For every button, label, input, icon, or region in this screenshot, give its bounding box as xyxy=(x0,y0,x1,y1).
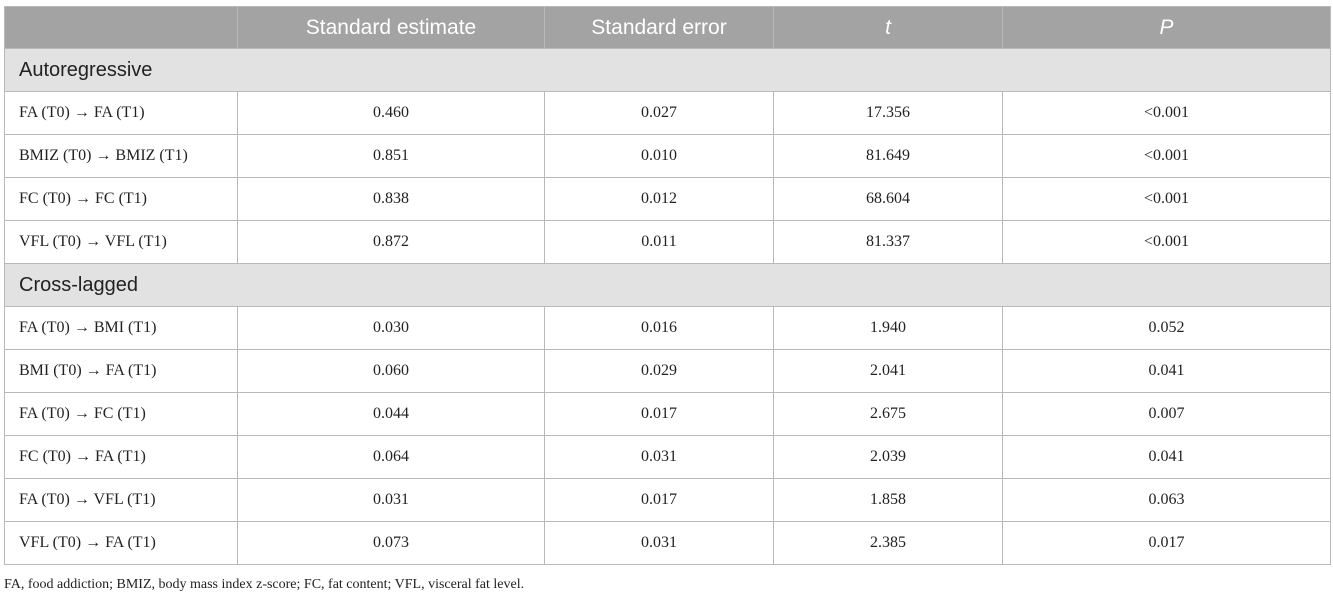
cell-standard-estimate: 0.060 xyxy=(237,349,545,393)
cell-p: 0.041 xyxy=(1002,349,1331,393)
cell-label: VFL (T0) → FA (T1) xyxy=(4,521,238,565)
section-title: Cross-lagged xyxy=(4,263,1331,307)
cell-t: 81.649 xyxy=(773,134,1003,178)
cell-standard-estimate: 0.838 xyxy=(237,177,545,221)
cell-standard-estimate: 0.044 xyxy=(237,392,545,436)
table-row: VFL (T0) → VFL (T1) 0.872 0.011 81.337 <0.00… xyxy=(4,220,1331,264)
section-row: Cross-lagged xyxy=(4,263,1331,307)
cell-t: 1.858 xyxy=(773,478,1003,522)
cell-label: FA (T0) → FC (T1) xyxy=(4,392,238,436)
cell-t: 68.604 xyxy=(773,177,1003,221)
cell-label: BMIZ (T0) → BMIZ (T1) xyxy=(4,134,238,178)
cell-t: 1.940 xyxy=(773,306,1003,350)
header-cell-standard-estimate: Standard estimate xyxy=(237,6,545,49)
cell-standard-estimate: 0.073 xyxy=(237,521,545,565)
table-row: FA (T0) → FC (T1) 0.044 0.017 2.675 0.007 xyxy=(4,392,1331,436)
cell-p: 0.041 xyxy=(1002,435,1331,479)
cell-standard-error: 0.011 xyxy=(544,220,774,264)
cell-p: 0.017 xyxy=(1002,521,1331,565)
section-row: Autoregressive xyxy=(4,48,1331,92)
section-title: Autoregressive xyxy=(4,48,1331,92)
table-row: FA (T0) → VFL (T1) 0.031 0.017 1.858 0.063 xyxy=(4,478,1331,522)
table-row: FA (T0) → BMI (T1) 0.030 0.016 1.940 0.052 xyxy=(4,306,1331,350)
cell-standard-error: 0.017 xyxy=(544,392,774,436)
cell-label: FA (T0) → VFL (T1) xyxy=(4,478,238,522)
cell-p: 0.052 xyxy=(1002,306,1331,350)
cell-standard-estimate: 0.030 xyxy=(237,306,545,350)
cell-label: FA (T0) → BMI (T1) xyxy=(4,306,238,350)
cell-standard-error: 0.031 xyxy=(544,521,774,565)
header-cell-standard-error: Standard error xyxy=(544,6,774,49)
cell-t: 17.356 xyxy=(773,91,1003,135)
cell-p: 0.007 xyxy=(1002,392,1331,436)
cell-t: 2.675 xyxy=(773,392,1003,436)
table-row: VFL (T0) → FA (T1) 0.073 0.031 2.385 0.017 xyxy=(4,521,1331,565)
table-footnote: FA, food addiction; BMIZ, body mass inde… xyxy=(4,577,525,592)
cell-p: <0.001 xyxy=(1002,134,1331,178)
cell-standard-estimate: 0.460 xyxy=(237,91,545,135)
cell-label: VFL (T0) → VFL (T1) xyxy=(4,220,238,264)
header-cell-t: t xyxy=(773,6,1003,49)
results-table: Standard estimate Standard error t P Aut… xyxy=(4,6,1331,565)
cell-label: FC (T0) → FA (T1) xyxy=(4,435,238,479)
cell-standard-estimate: 0.851 xyxy=(237,134,545,178)
cell-standard-error: 0.012 xyxy=(544,177,774,221)
cell-standard-error: 0.027 xyxy=(544,91,774,135)
table-row: BMIZ (T0) → BMIZ (T1) 0.851 0.010 81.649 <0.… xyxy=(4,134,1331,178)
table-row: BMI (T0) → FA (T1) 0.060 0.029 2.041 0.041 xyxy=(4,349,1331,393)
cell-p: <0.001 xyxy=(1002,91,1331,135)
cell-p: <0.001 xyxy=(1002,177,1331,221)
cell-standard-error: 0.016 xyxy=(544,306,774,350)
cell-standard-error: 0.017 xyxy=(544,478,774,522)
cell-t: 2.385 xyxy=(773,521,1003,565)
cell-p: 0.063 xyxy=(1002,478,1331,522)
header-cell-p: P xyxy=(1002,6,1331,49)
header-cell-blank xyxy=(4,6,238,49)
cell-standard-error: 0.010 xyxy=(544,134,774,178)
cell-standard-error: 0.029 xyxy=(544,349,774,393)
cell-label: FA (T0) → FA (T1) xyxy=(4,91,238,135)
cell-p: <0.001 xyxy=(1002,220,1331,264)
table-row: FC (T0) → FC (T1) 0.838 0.012 68.604 <0.001 xyxy=(4,177,1331,221)
cell-standard-estimate: 0.872 xyxy=(237,220,545,264)
cell-label: BMI (T0) → FA (T1) xyxy=(4,349,238,393)
cell-standard-error: 0.031 xyxy=(544,435,774,479)
table-row: FC (T0) → FA (T1) 0.064 0.031 2.039 0.041 xyxy=(4,435,1331,479)
table-row: FA (T0) → FA (T1) 0.460 0.027 17.356 <0.001 xyxy=(4,91,1331,135)
header-row: Standard estimate Standard error t P xyxy=(4,6,1331,49)
cell-standard-estimate: 0.064 xyxy=(237,435,545,479)
cell-t: 81.337 xyxy=(773,220,1003,264)
cell-label: FC (T0) → FC (T1) xyxy=(4,177,238,221)
cell-t: 2.039 xyxy=(773,435,1003,479)
cell-t: 2.041 xyxy=(773,349,1003,393)
cell-standard-estimate: 0.031 xyxy=(237,478,545,522)
table-body: Autoregressive FA (T0) → FA (T1) 0.460 0.02… xyxy=(4,48,1331,565)
